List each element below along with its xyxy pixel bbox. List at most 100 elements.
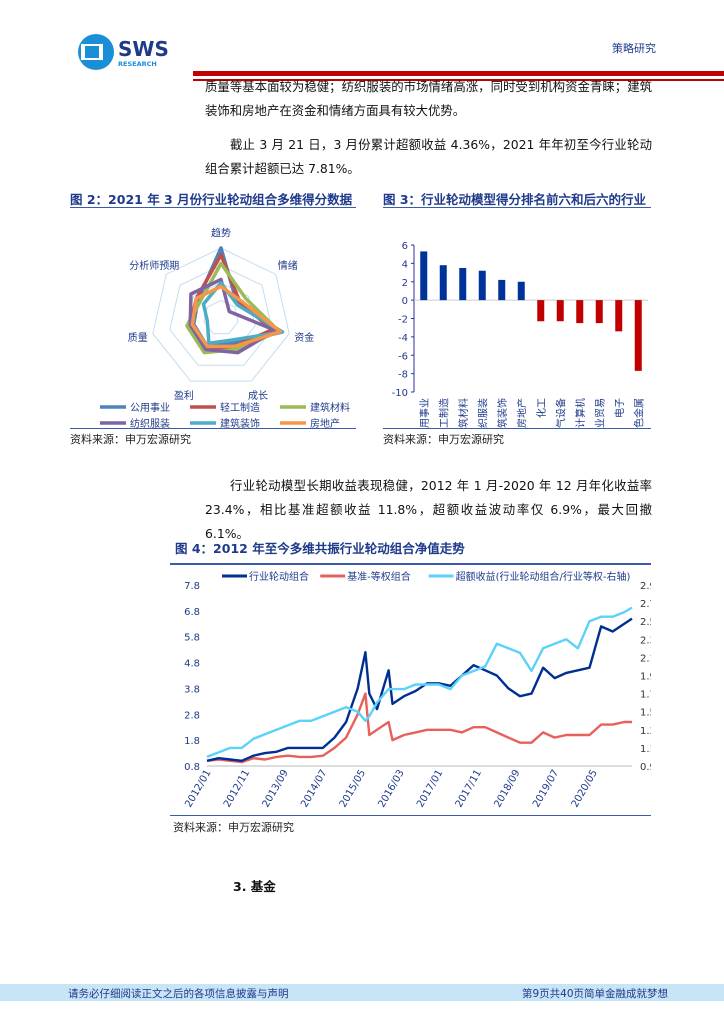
legend-label: 公用事业: [130, 401, 170, 414]
radar-series-3: [188, 277, 278, 355]
radar-axis-label: 情绪: [278, 259, 298, 272]
radar-series-4: [201, 281, 285, 345]
y-tick-label: 4: [402, 259, 408, 270]
svg-text:RESEARCH: RESEARCH: [118, 60, 157, 68]
x-tick-label: 2014/07: [299, 768, 329, 809]
figure-4-source: 资料来源：申万宏源研究: [173, 821, 294, 834]
figure-2-source: 资料来源：申万宏源研究: [70, 433, 191, 446]
x-tick-label: 2015/05: [338, 768, 368, 809]
y-tick-label: 0: [402, 296, 408, 307]
y-tick-label: 3.8: [184, 684, 200, 695]
bar: [439, 265, 447, 301]
bar: [595, 300, 603, 324]
legend-label: 建筑材料: [310, 401, 350, 414]
figure-2-title: 图 2：2021 年 3 月份行业轮动组合多维得分数据: [70, 192, 353, 207]
figure-4-title: 图 4：2012 年至今多维共振行业轮动组合净值走势: [175, 541, 465, 556]
header-divider: [193, 71, 724, 76]
figure-2-bottom-rule: [70, 428, 356, 429]
x-tick-label: 2012/01: [183, 768, 213, 809]
bar-chart: 6 4 2 0 -2 -4 -6 -8 -10 公用事业 轻工制造 建筑材料 纺织服装 建筑装饰 房地产 化工…: [392, 241, 648, 428]
figure-2-rule: [70, 207, 356, 208]
footer-page: 第9页共40页简单金融成就梦想: [522, 988, 669, 1000]
x-tick-label: 电子: [613, 398, 626, 418]
x-tick-label: 建筑材料: [457, 398, 470, 428]
y-tick-label: 5.8: [184, 633, 200, 644]
y-tick-label: 7.8: [184, 581, 200, 592]
header-divider-thin: [193, 79, 724, 81]
y2-tick-label: 2.9: [640, 581, 651, 592]
y-tick-label: -10: [392, 388, 408, 399]
y2-tick-label: 2.1: [640, 653, 651, 664]
radar-axis-label: 趋势: [211, 227, 231, 240]
radar-axis-label: 质量: [128, 332, 148, 344]
y-tick-label: 4.8: [184, 659, 200, 670]
series-line-0: [206, 617, 633, 762]
figure-3-source: 资料来源：申万宏源研究: [383, 433, 504, 446]
y2-tick-label: 2.5: [640, 617, 651, 628]
x-tick-label: 2018/09: [492, 768, 522, 809]
bar: [517, 281, 525, 301]
y-tick-label: 2.8: [184, 710, 200, 721]
bar: [634, 300, 642, 371]
radar-axis-label: 资金: [294, 331, 314, 344]
radar-axis-label: 成长: [248, 390, 268, 402]
bar: [498, 279, 506, 301]
x-tick-label: 纺织服装: [476, 398, 489, 428]
x-tick-label: 轻工制造: [437, 398, 450, 428]
x-tick-label: 2017/01: [415, 768, 445, 809]
y2-tick-label: 2.7: [640, 599, 651, 610]
x-tick-label: 公用事业: [418, 398, 431, 428]
legend-label: 基准-等权组合: [347, 570, 411, 583]
sws-logo: SWS RESEARCH: [78, 34, 169, 70]
svg-text:SWS: SWS: [118, 37, 169, 61]
radar-grid-ring: [152, 247, 290, 382]
x-tick-label: 2020/05: [570, 768, 600, 809]
x-tick-label: 商业贸易: [593, 398, 606, 428]
x-tick-label: 2017/11: [454, 768, 484, 809]
y2-tick-label: 2.3: [640, 635, 651, 646]
radar-axis-label: 盈利: [174, 390, 194, 402]
figure-3-rule: [383, 207, 651, 208]
bar: [459, 267, 467, 301]
series-line-1: [206, 692, 632, 764]
legend-label: 纺织服装: [130, 417, 170, 428]
figure-3-bottom-rule: [383, 428, 651, 429]
legend-label: 房地产: [310, 417, 340, 428]
paragraph-3: 行业轮动模型长期收益表现稳健，2012 年 1 月-2020 年 12 月年化收…: [205, 478, 652, 541]
bar: [420, 251, 428, 301]
y-tick-label: 2: [402, 278, 408, 289]
y-tick-label: -2: [398, 315, 408, 326]
radar-series-5: [190, 284, 283, 349]
y2-tick-label: 1.7: [640, 690, 651, 701]
radar-axis-label: 分析师预期: [129, 259, 179, 272]
bar: [478, 270, 486, 301]
y2-tick-label: 0.9: [640, 762, 651, 773]
x-tick-label: 房地产: [515, 398, 528, 428]
y-tick-label: 1.8: [184, 736, 200, 747]
y-tick-label: 0.8: [184, 762, 200, 773]
series-line-2: [206, 606, 633, 759]
x-tick-label: 2019/07: [531, 768, 561, 809]
radar-grid-ring: [203, 299, 239, 335]
y2-tick-label: 1.3: [640, 726, 651, 737]
x-tick-label: 计算机: [574, 398, 587, 428]
line-chart: 0.8 1.8 2.8 3.8 4.8 5.8 6.8 7.8 0.9 1.1 1.3 1.5 1.7 1…: [183, 570, 651, 809]
bar: [576, 300, 584, 324]
legend-label: 轻工制造: [220, 401, 260, 414]
y2-tick-label: 1.1: [640, 744, 651, 755]
y-tick-label: 6: [402, 241, 408, 252]
x-tick-label: 2016/03: [376, 768, 406, 809]
legend-label: 建筑装饰: [220, 417, 260, 428]
legend-label: 超额收益(行业轮动组合/行业等权-右轴): [456, 570, 631, 583]
footer: 请务必仔细阅读正文之后的各项信息披露与声明 第9页共40页简单金融成就梦想: [0, 984, 724, 1001]
y2-tick-label: 1.5: [640, 708, 651, 719]
x-tick-label: 2012/11: [222, 768, 252, 809]
y-tick-label: 6.8: [184, 607, 200, 618]
header-category: 策略研究: [612, 42, 656, 55]
y2-tick-label: 1.9: [640, 672, 651, 683]
y-tick-label: -6: [398, 351, 408, 362]
x-tick-label: 2013/09: [261, 768, 291, 809]
section-heading: 3. 基金: [233, 879, 276, 894]
x-tick-label: 化工: [535, 398, 548, 418]
